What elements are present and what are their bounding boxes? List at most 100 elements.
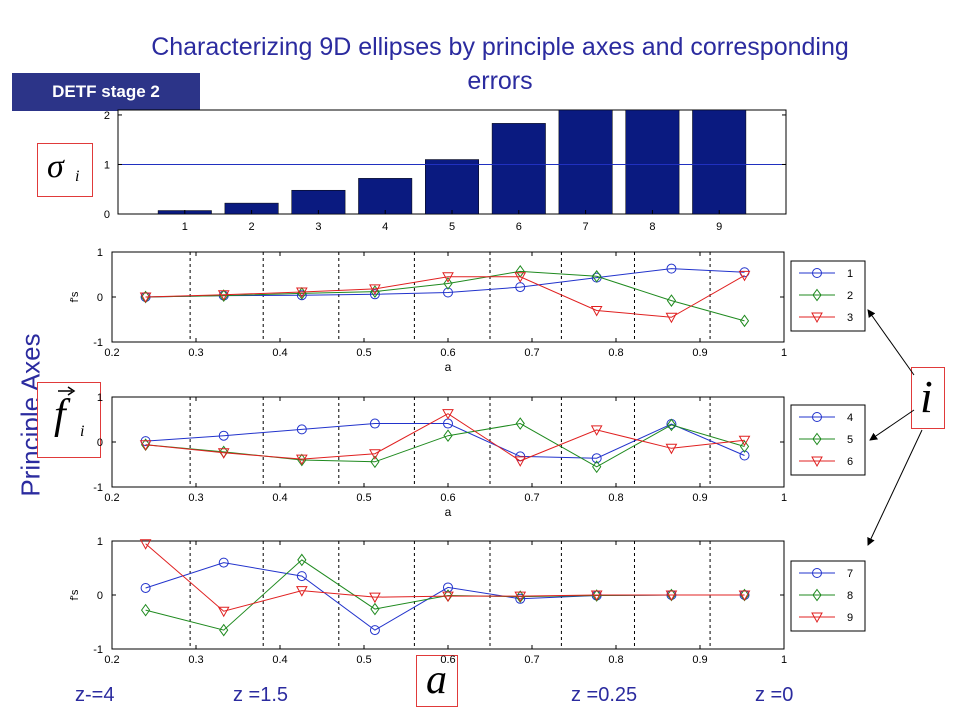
data-point-5	[739, 440, 750, 453]
legend-marker	[812, 588, 822, 602]
xtick-label: 1	[781, 654, 787, 666]
bar-6	[491, 123, 546, 215]
sigma-symbol: σ	[47, 148, 64, 185]
bar-9	[692, 109, 747, 215]
legend-label: 2	[847, 290, 853, 302]
data-point-8	[592, 589, 602, 602]
data-point-6	[442, 409, 454, 420]
xtick-label: 0.2	[104, 347, 119, 359]
data-point-9	[295, 586, 308, 597]
legend-marker	[812, 568, 822, 578]
xtick-label: 0.2	[104, 654, 119, 666]
data-point-8	[140, 603, 151, 617]
data-point-3	[514, 272, 527, 283]
bar-7	[558, 109, 613, 215]
xtick-label: 0.8	[608, 654, 623, 666]
ytick-label: 1	[97, 392, 103, 404]
xtick-label: 0.5	[356, 654, 371, 666]
data-point-3	[665, 312, 678, 324]
f-symbol: f	[54, 392, 66, 438]
a-symbol-box: a	[416, 655, 458, 707]
legend-label: 8	[847, 590, 853, 602]
stage-badge: DETF stage 2	[12, 73, 200, 111]
data-point-5	[370, 455, 380, 469]
data-point-6	[738, 435, 751, 447]
data-point-5	[592, 460, 602, 474]
x-axis-label: a	[445, 360, 452, 374]
series-line-4	[145, 423, 745, 459]
ytick-label: -1	[93, 644, 103, 656]
index-symbol: i	[920, 371, 933, 422]
z-label-4: z =0	[755, 684, 794, 706]
data-point-7	[140, 582, 151, 593]
data-point-3	[217, 290, 230, 301]
series-line-2	[145, 270, 745, 322]
xtick-label: 0.7	[524, 347, 539, 359]
data-point-5	[666, 418, 677, 432]
y-axis-label: f's	[69, 291, 81, 302]
data-point-5	[515, 417, 525, 430]
z-label-3: z =0.25	[571, 684, 638, 706]
data-point-6	[217, 448, 230, 459]
xtick-label: 0.9	[692, 492, 707, 504]
data-point-7	[218, 557, 229, 568]
series-line-9	[145, 543, 745, 612]
data-point-9	[738, 590, 751, 602]
data-point-9	[217, 606, 230, 618]
series-line-6	[145, 413, 745, 462]
data-point-9	[665, 590, 678, 602]
bar-xtick-label: 8	[649, 221, 655, 233]
data-point-9	[139, 539, 152, 550]
data-point-2	[219, 289, 229, 303]
bar-xtick-label: 1	[182, 221, 188, 233]
xtick-label: 0.5	[356, 347, 371, 359]
data-point-3	[738, 270, 751, 282]
data-point-1	[666, 263, 677, 274]
data-point-4	[739, 450, 750, 461]
data-point-4	[296, 424, 307, 435]
a-symbol: a	[426, 657, 447, 703]
data-point-3	[295, 287, 308, 299]
data-point-6	[369, 449, 381, 460]
f-subscript: i	[80, 423, 85, 440]
data-point-1	[369, 289, 380, 300]
data-point-2	[666, 294, 677, 307]
ytick-label: 0	[97, 437, 103, 449]
data-point-5	[297, 453, 307, 467]
xtick-label: 0.4	[272, 492, 287, 504]
bar-ytick-label: 0	[104, 209, 110, 221]
xtick-label: 0.7	[524, 492, 539, 504]
xtick-label: 0.7	[524, 654, 539, 666]
bar-8	[625, 109, 680, 215]
xtick-label: 0.3	[188, 654, 203, 666]
bar-xtick-label: 5	[449, 221, 455, 233]
data-point-4	[591, 453, 602, 464]
z-label-2: z =1.5	[233, 684, 289, 706]
bar-ytick-label: 1	[104, 159, 110, 171]
ytick-label: -1	[93, 337, 103, 349]
data-point-6	[514, 456, 527, 467]
data-point-6	[139, 440, 152, 451]
legend-marker	[811, 612, 823, 624]
data-point-3	[369, 284, 381, 295]
legend-marker	[812, 268, 822, 278]
data-point-8	[515, 590, 525, 603]
legend-box	[790, 260, 866, 332]
xtick-label: 0.6	[440, 492, 455, 504]
pointer-arrow	[867, 309, 915, 376]
slide-title: Characterizing 9D ellipses by principle …	[151, 33, 849, 95]
legend-label: 5	[847, 434, 853, 446]
xtick-label: 0.9	[692, 347, 707, 359]
bar-xtick-label: 9	[716, 221, 722, 233]
xtick-label: 0.6	[440, 347, 455, 359]
data-point-1	[443, 287, 453, 298]
data-point-3	[442, 272, 454, 283]
data-point-2	[739, 314, 750, 328]
xtick-label: 0.8	[608, 492, 623, 504]
legend-marker	[812, 412, 822, 422]
xtick-label: 0.5	[356, 492, 371, 504]
pointer-arrow	[867, 429, 923, 546]
legend-marker	[811, 456, 823, 468]
ytick-label: 1	[97, 536, 103, 548]
